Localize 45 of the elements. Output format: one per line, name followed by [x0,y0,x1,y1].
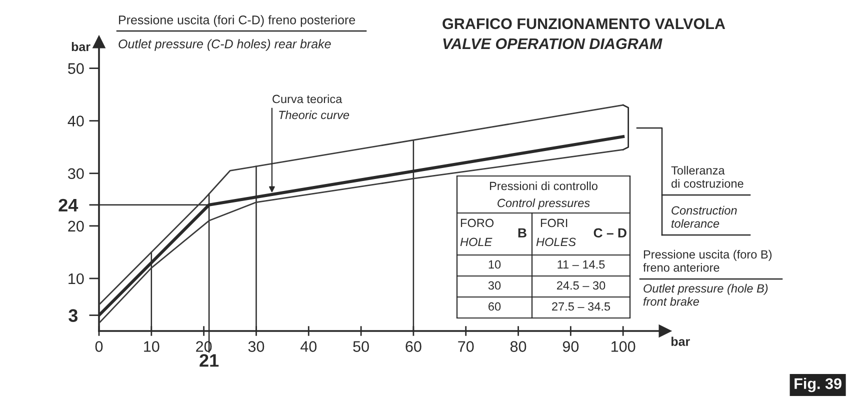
x-tick-label: 10 [144,341,160,352]
text: Construction tolerance [672,206,737,228]
text: Tolleranza di costruzione [671,166,744,188]
annotation: Control pressures [498,198,590,210]
x-axis-title: bar [671,336,690,346]
y-tick-label: 50 [68,63,84,74]
x-tick-label: 80 [510,341,526,352]
text: Pressione uscita (fori C-D) freno posteriore [119,15,356,27]
x-tick-label: 60 [406,341,422,352]
y-tick-label: 10 [68,273,84,284]
x-tick-label: 90 [562,341,579,352]
annotation: Outlet pressure (C-D holes) rear brake [118,39,331,51]
x-tick-label: 0 [95,341,103,352]
annotation: Curva teorica [272,94,342,104]
annotation: FORO [460,218,494,228]
x-tick-label: 100 [611,341,636,352]
x-tick-label: 40 [300,341,317,352]
annotation: Pressione uscita (foro B) freno anteriore [643,250,772,272]
annotation: HOLES [536,238,576,246]
y-tick-label: 20 [68,220,84,232]
annotation: 60 [488,302,501,311]
chart-title: GRAFICO FUNZIONAMENTO VALVOLA [442,18,726,30]
x-tick-label: 50 [353,341,369,352]
y-tick-label: 30 [68,168,84,180]
y-tick-label: 24 [58,198,78,212]
annotation: HOLE [460,238,492,246]
annotation: Theoric curve [279,110,350,120]
annotation: 11 – 14.5 [558,260,605,269]
ref-line-label: 21 [200,354,219,367]
annotation: 30 [488,281,501,290]
annotation: Outlet pressure (hole B) front brake [643,284,768,306]
annotation: 24.5 – 30 [556,281,606,290]
annotation: Pressioni di controllo [490,181,598,190]
y-tick-label: 40 [68,116,84,127]
annotation: C – D [594,228,626,238]
chart-subtitle: VALVE OPERATION DIAGRAM [443,38,662,50]
annotation: 27.5 – 34.5 [552,302,610,311]
x-tick-label: 70 [458,341,474,352]
annotation: B [518,228,526,238]
annotation: 10 [488,260,501,269]
x-tick-label: 30 [248,341,264,352]
annotation: FORI [540,218,568,228]
y-axis-title: bar [72,42,90,52]
caption: Fig. 39 [794,378,842,392]
y-tick-label: 3 [68,309,78,322]
